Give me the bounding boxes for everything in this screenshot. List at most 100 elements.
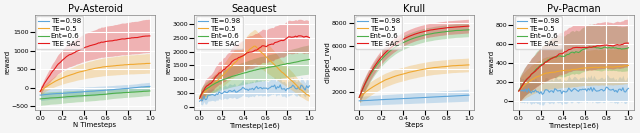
TEE SAC — [36, 91, 44, 92]
TE=0.5 — [107, 65, 115, 67]
TE=0.5 — [244, 50, 252, 52]
TE=0.98 — [515, 90, 523, 91]
TE=0.98 — [602, 86, 610, 88]
TE=0.5 — [102, 66, 109, 67]
Ent=0.6 — [426, 33, 434, 35]
Ent=0.6 — [196, 98, 204, 99]
TE=0.98 — [305, 85, 313, 87]
TE=0.5 — [272, 66, 280, 67]
TE=0.98 — [294, 86, 302, 88]
TE=0.5 — [404, 72, 412, 73]
TE=0.5 — [134, 63, 141, 65]
TEE SAC — [563, 50, 571, 51]
TEE SAC — [262, 46, 270, 47]
Ent=0.6 — [102, 93, 109, 95]
TE=0.98 — [111, 89, 119, 90]
TE=0.98 — [465, 94, 473, 96]
TEE SAC — [261, 45, 269, 47]
Y-axis label: reward: reward — [488, 50, 494, 74]
X-axis label: Timestep(1e6): Timestep(1e6) — [548, 122, 599, 129]
TE=0.5 — [196, 95, 204, 97]
TEE SAC — [625, 42, 632, 44]
TEE SAC — [102, 41, 109, 42]
Ent=0.6 — [111, 92, 119, 94]
TEE SAC — [422, 30, 429, 32]
TEE SAC — [590, 46, 598, 47]
TEE SAC — [267, 44, 275, 45]
TE=0.98 — [538, 94, 546, 95]
TE=0.98 — [146, 86, 154, 87]
TE=0.5 — [294, 87, 302, 88]
TE=0.5 — [420, 68, 428, 70]
Ent=0.6 — [305, 59, 313, 60]
Ent=0.6 — [355, 97, 363, 98]
Ent=0.6 — [563, 54, 571, 55]
Ent=0.6 — [452, 30, 460, 31]
Ent=0.6 — [591, 46, 599, 48]
TE=0.98 — [430, 96, 438, 98]
TE=0.5 — [264, 58, 271, 59]
Ent=0.6 — [293, 61, 301, 63]
Ent=0.6 — [580, 48, 588, 50]
TE=0.98 — [271, 84, 278, 86]
TE=0.5 — [580, 67, 588, 69]
Ent=0.6 — [625, 47, 632, 49]
Line: TE=0.5: TE=0.5 — [519, 65, 628, 91]
Title: Krull: Krull — [403, 4, 425, 14]
TE=0.5 — [563, 69, 571, 71]
Legend: TE=0.98, TE=0.5, Ent=0.6, TEE SAC: TE=0.98, TE=0.5, Ent=0.6, TEE SAC — [196, 16, 243, 49]
TE=0.5 — [85, 69, 93, 70]
Line: TEE SAC: TEE SAC — [519, 43, 628, 91]
Line: TEE SAC: TEE SAC — [200, 36, 309, 98]
TE=0.5 — [305, 95, 313, 97]
TE=0.5 — [103, 66, 111, 67]
TE=0.98 — [404, 98, 412, 99]
X-axis label: Timestep(1e6): Timestep(1e6) — [229, 122, 280, 129]
TE=0.5 — [36, 91, 44, 92]
TE=0.98 — [565, 87, 573, 89]
TEE SAC — [103, 40, 111, 42]
TE=0.98 — [583, 90, 591, 92]
Ent=0.6 — [422, 34, 429, 36]
Legend: TE=0.98, TE=0.5, Ent=0.6, TEE SAC: TE=0.98, TE=0.5, Ent=0.6, TEE SAC — [36, 16, 83, 49]
Y-axis label: reward: reward — [165, 50, 171, 74]
TEE SAC — [586, 46, 593, 48]
TE=0.5 — [426, 67, 434, 69]
TEE SAC — [85, 45, 93, 47]
TEE SAC — [271, 42, 278, 43]
TE=0.98 — [276, 84, 284, 86]
TEE SAC — [430, 29, 438, 30]
Ent=0.6 — [267, 66, 275, 68]
TE=0.98 — [196, 100, 204, 102]
TEE SAC — [196, 98, 204, 99]
Ent=0.6 — [515, 90, 523, 92]
Ent=0.6 — [430, 32, 438, 34]
TEE SAC — [296, 35, 303, 37]
TEE SAC — [305, 37, 313, 38]
TE=0.98 — [103, 89, 111, 91]
TEE SAC — [452, 26, 460, 28]
TE=0.98 — [267, 87, 275, 88]
Line: Ent=0.6: Ent=0.6 — [40, 91, 150, 99]
Ent=0.6 — [36, 98, 44, 100]
TE=0.98 — [355, 100, 363, 102]
Ent=0.6 — [404, 40, 412, 41]
TE=0.5 — [586, 67, 593, 69]
TE=0.5 — [111, 65, 119, 66]
Line: TE=0.98: TE=0.98 — [359, 95, 469, 101]
Ent=0.6 — [614, 48, 621, 49]
TEE SAC — [465, 25, 473, 27]
TE=0.98 — [85, 91, 93, 92]
TEE SAC — [134, 37, 141, 38]
TE=0.5 — [590, 66, 598, 68]
Line: TE=0.5: TE=0.5 — [359, 65, 469, 97]
Line: TEE SAC: TEE SAC — [359, 26, 469, 97]
Ent=0.6 — [261, 67, 269, 69]
TEE SAC — [146, 35, 154, 37]
TEE SAC — [111, 39, 119, 41]
X-axis label: Steps: Steps — [404, 122, 424, 128]
Line: Ent=0.6: Ent=0.6 — [359, 30, 469, 97]
Line: TEE SAC: TEE SAC — [40, 36, 150, 92]
TE=0.98 — [36, 94, 44, 96]
TE=0.98 — [591, 89, 599, 91]
